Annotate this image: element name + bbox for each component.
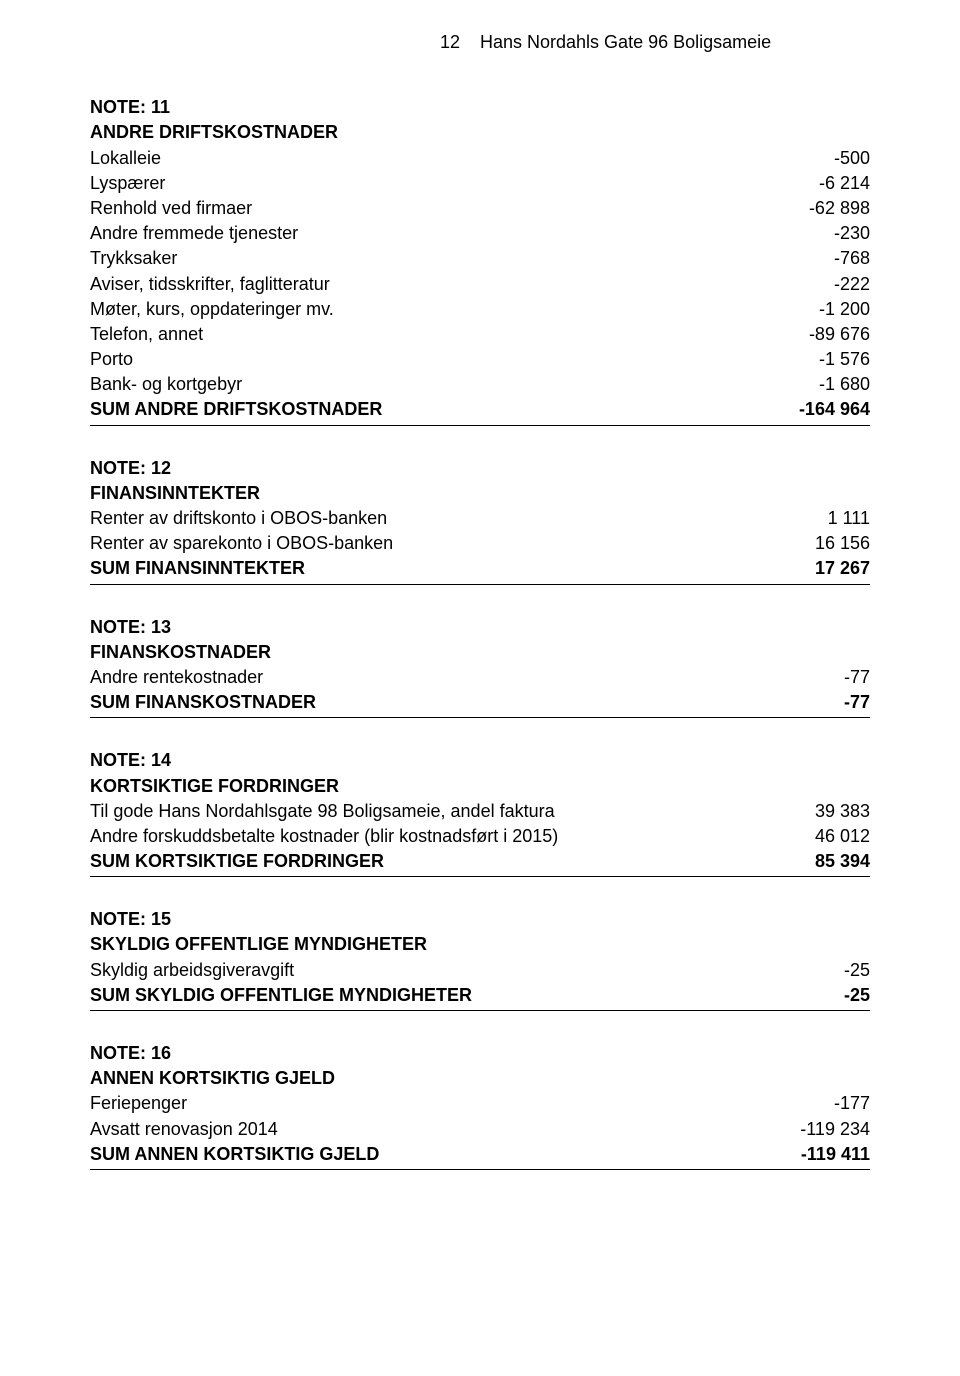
note-id: NOTE: 11 — [90, 95, 870, 120]
line-item-value: 39 383 — [730, 799, 870, 824]
line-item: Avsatt renovasjon 2014-119 234 — [90, 1117, 870, 1142]
line-item: Bank- og kortgebyr-1 680 — [90, 372, 870, 397]
line-item-value: -77 — [730, 665, 870, 690]
sum-value: 17 267 — [730, 556, 870, 581]
page-header: 12 Hans Nordahls Gate 96 Boligsameie — [90, 30, 870, 55]
page-number: 12 — [90, 30, 480, 55]
line-item: Renhold ved firmaer-62 898 — [90, 196, 870, 221]
line-item-value: 16 156 — [730, 531, 870, 556]
line-item-label: Andre rentekostnader — [90, 665, 730, 690]
sum-label: SUM KORTSIKTIGE FORDRINGER — [90, 849, 730, 874]
line-item-value: -89 676 — [730, 322, 870, 347]
line-item-value: 46 012 — [730, 824, 870, 849]
line-item-value: -1 680 — [730, 372, 870, 397]
line-item: Andre fremmede tjenester-230 — [90, 221, 870, 246]
note-section: NOTE: 13FINANSKOSTNADERAndre rentekostna… — [90, 615, 870, 719]
sum-row: SUM SKYLDIG OFFENTLIGE MYNDIGHETER-25 — [90, 983, 870, 1011]
note-title: ANDRE DRIFTSKOSTNADER — [90, 120, 870, 145]
line-item-label: Lyspærer — [90, 171, 730, 196]
sum-label: SUM FINANSKOSTNADER — [90, 690, 730, 715]
note-id: NOTE: 12 — [90, 456, 870, 481]
sum-label: SUM FINANSINNTEKTER — [90, 556, 730, 581]
note-title: FINANSKOSTNADER — [90, 640, 870, 665]
line-item: Skyldig arbeidsgiveravgift-25 — [90, 958, 870, 983]
note-title: FINANSINNTEKTER — [90, 481, 870, 506]
line-item: Telefon, annet-89 676 — [90, 322, 870, 347]
line-item-value: -177 — [730, 1091, 870, 1116]
line-item-label: Porto — [90, 347, 730, 372]
line-item-label: Avsatt renovasjon 2014 — [90, 1117, 730, 1142]
note-section: NOTE: 14KORTSIKTIGE FORDRINGERTil gode H… — [90, 748, 870, 877]
sum-label: SUM ANDRE DRIFTSKOSTNADER — [90, 397, 730, 422]
line-item: Renter av driftskonto i OBOS-banken1 111 — [90, 506, 870, 531]
sum-row: SUM ANDRE DRIFTSKOSTNADER-164 964 — [90, 397, 870, 425]
line-item-value: -222 — [730, 272, 870, 297]
line-item-value: -500 — [730, 146, 870, 171]
note-title: SKYLDIG OFFENTLIGE MYNDIGHETER — [90, 932, 870, 957]
line-item: Porto-1 576 — [90, 347, 870, 372]
sum-label: SUM ANNEN KORTSIKTIG GJELD — [90, 1142, 730, 1167]
line-item: Andre rentekostnader-77 — [90, 665, 870, 690]
line-item-label: Feriepenger — [90, 1091, 730, 1116]
sum-value: -25 — [730, 983, 870, 1008]
line-item-value: -62 898 — [730, 196, 870, 221]
line-item: Møter, kurs, oppdateringer mv.-1 200 — [90, 297, 870, 322]
line-item-label: Til gode Hans Nordahlsgate 98 Boligsamei… — [90, 799, 730, 824]
line-item: Feriepenger-177 — [90, 1091, 870, 1116]
line-item-value: -768 — [730, 246, 870, 271]
line-item-value: -230 — [730, 221, 870, 246]
line-item: Andre forskuddsbetalte kostnader (blir k… — [90, 824, 870, 849]
line-item: Renter av sparekonto i OBOS-banken16 156 — [90, 531, 870, 556]
line-item-label: Bank- og kortgebyr — [90, 372, 730, 397]
note-id: NOTE: 13 — [90, 615, 870, 640]
line-item-label: Lokalleie — [90, 146, 730, 171]
line-item-label: Renter av sparekonto i OBOS-banken — [90, 531, 730, 556]
sum-row: SUM FINANSKOSTNADER-77 — [90, 690, 870, 718]
notes-container: NOTE: 11ANDRE DRIFTSKOSTNADERLokalleie-5… — [90, 95, 870, 1170]
sum-value: -119 411 — [730, 1142, 870, 1167]
line-item-label: Renhold ved firmaer — [90, 196, 730, 221]
sum-row: SUM FINANSINNTEKTER17 267 — [90, 556, 870, 584]
sum-value: -77 — [730, 690, 870, 715]
line-item: Lokalleie-500 — [90, 146, 870, 171]
line-item: Aviser, tidsskrifter, faglitteratur-222 — [90, 272, 870, 297]
note-title: ANNEN KORTSIKTIG GJELD — [90, 1066, 870, 1091]
note-section: NOTE: 11ANDRE DRIFTSKOSTNADERLokalleie-5… — [90, 95, 870, 425]
line-item-value: -1 576 — [730, 347, 870, 372]
note-id: NOTE: 16 — [90, 1041, 870, 1066]
sum-row: SUM ANNEN KORTSIKTIG GJELD-119 411 — [90, 1142, 870, 1170]
sum-value: 85 394 — [730, 849, 870, 874]
sum-label: SUM SKYLDIG OFFENTLIGE MYNDIGHETER — [90, 983, 730, 1008]
line-item: Lyspærer-6 214 — [90, 171, 870, 196]
line-item-value: -25 — [730, 958, 870, 983]
line-item-label: Trykksaker — [90, 246, 730, 271]
note-id: NOTE: 14 — [90, 748, 870, 773]
line-item-value: -6 214 — [730, 171, 870, 196]
line-item-label: Aviser, tidsskrifter, faglitteratur — [90, 272, 730, 297]
line-item-label: Andre fremmede tjenester — [90, 221, 730, 246]
line-item-label: Skyldig arbeidsgiveravgift — [90, 958, 730, 983]
note-section: NOTE: 12FINANSINNTEKTERRenter av driftsk… — [90, 456, 870, 585]
line-item-label: Andre forskuddsbetalte kostnader (blir k… — [90, 824, 730, 849]
line-item-value: 1 111 — [730, 506, 870, 531]
line-item-label: Telefon, annet — [90, 322, 730, 347]
line-item-value: -119 234 — [730, 1117, 870, 1142]
sum-row: SUM KORTSIKTIGE FORDRINGER85 394 — [90, 849, 870, 877]
document-title: Hans Nordahls Gate 96 Boligsameie — [480, 30, 870, 55]
note-section: NOTE: 16ANNEN KORTSIKTIG GJELDFeriepenge… — [90, 1041, 870, 1170]
line-item: Trykksaker-768 — [90, 246, 870, 271]
line-item-value: -1 200 — [730, 297, 870, 322]
note-section: NOTE: 15SKYLDIG OFFENTLIGE MYNDIGHETERSk… — [90, 907, 870, 1011]
line-item: Til gode Hans Nordahlsgate 98 Boligsamei… — [90, 799, 870, 824]
note-title: KORTSIKTIGE FORDRINGER — [90, 774, 870, 799]
line-item-label: Renter av driftskonto i OBOS-banken — [90, 506, 730, 531]
line-item-label: Møter, kurs, oppdateringer mv. — [90, 297, 730, 322]
sum-value: -164 964 — [730, 397, 870, 422]
note-id: NOTE: 15 — [90, 907, 870, 932]
